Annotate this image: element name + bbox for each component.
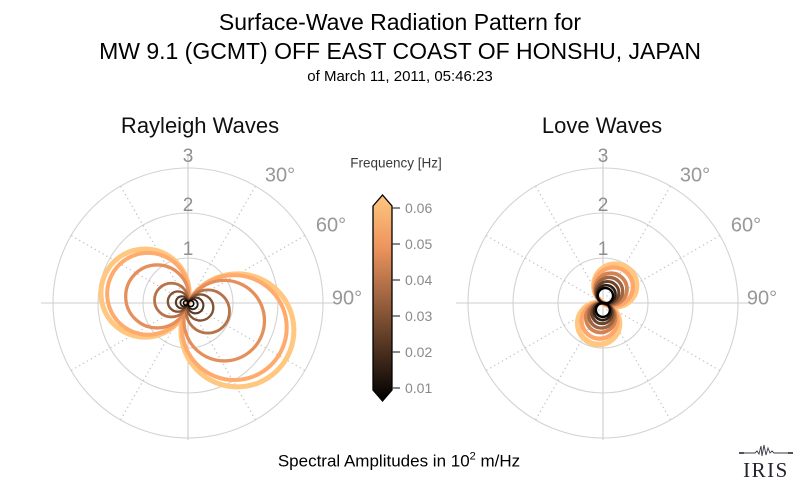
love-polar-axes [456,155,749,440]
rayleigh-angle-90: 90° [331,287,363,310]
rayleigh-r-tick-1: 1 [182,239,194,260]
colorbar-title: Frequency [Hz] [350,155,442,171]
iris-seismogram-icon [739,444,793,457]
caption-exponent: 2 [469,450,476,463]
caption-suffix: m/Hz [475,451,521,471]
rayleigh-radiation-curves [98,246,297,390]
rayleigh-r-tick-3: 3 [182,146,194,167]
amplitude-caption: Spectral Amplitudes in 102 m/Hz [278,451,520,472]
colorbar-tick-004: 0.04 [405,272,433,288]
rayleigh-angle-60: 60° [315,214,347,237]
title-line-2: MW 9.1 (GCMT) OFF EAST COAST OF HONSHU, … [99,38,701,64]
frequency-colorbar [372,194,400,402]
love-r-tick-2: 2 [597,195,609,216]
love-r-tick-1: 1 [597,239,609,260]
colorbar-tick-002: 0.02 [405,344,433,360]
caption-prefix: Spectral Amplitudes in 10 [277,451,470,471]
love-angle-90: 90° [746,287,778,310]
love-radiation-curves [574,261,640,348]
colorbar-tick-006: 0.06 [405,200,433,216]
colorbar-tick-001: 0.01 [405,380,433,396]
iris-logo: IRIS [737,444,795,482]
colorbar-tick-003: 0.03 [405,308,433,324]
title-line-3: of March 11, 2011, 05:46:23 [307,68,493,85]
love-r-tick-3: 3 [597,146,609,167]
title-line-1: Surface-Wave Radiation Pattern for [218,9,582,35]
rayleigh-r-tick-2: 2 [182,195,194,216]
iris-logo-text: IRIS [743,458,789,482]
love-plot-title: Love Waves [541,113,663,138]
rayleigh-plot-title: Rayleigh Waves [120,113,280,138]
love-angle-60: 60° [730,214,762,237]
colorbar-tick-005: 0.05 [405,236,433,252]
love-angle-30: 30° [679,164,711,187]
rayleigh-angle-30: 30° [264,164,296,187]
figure-title: Surface-Wave Radiation Pattern for MW 9.… [0,8,800,87]
